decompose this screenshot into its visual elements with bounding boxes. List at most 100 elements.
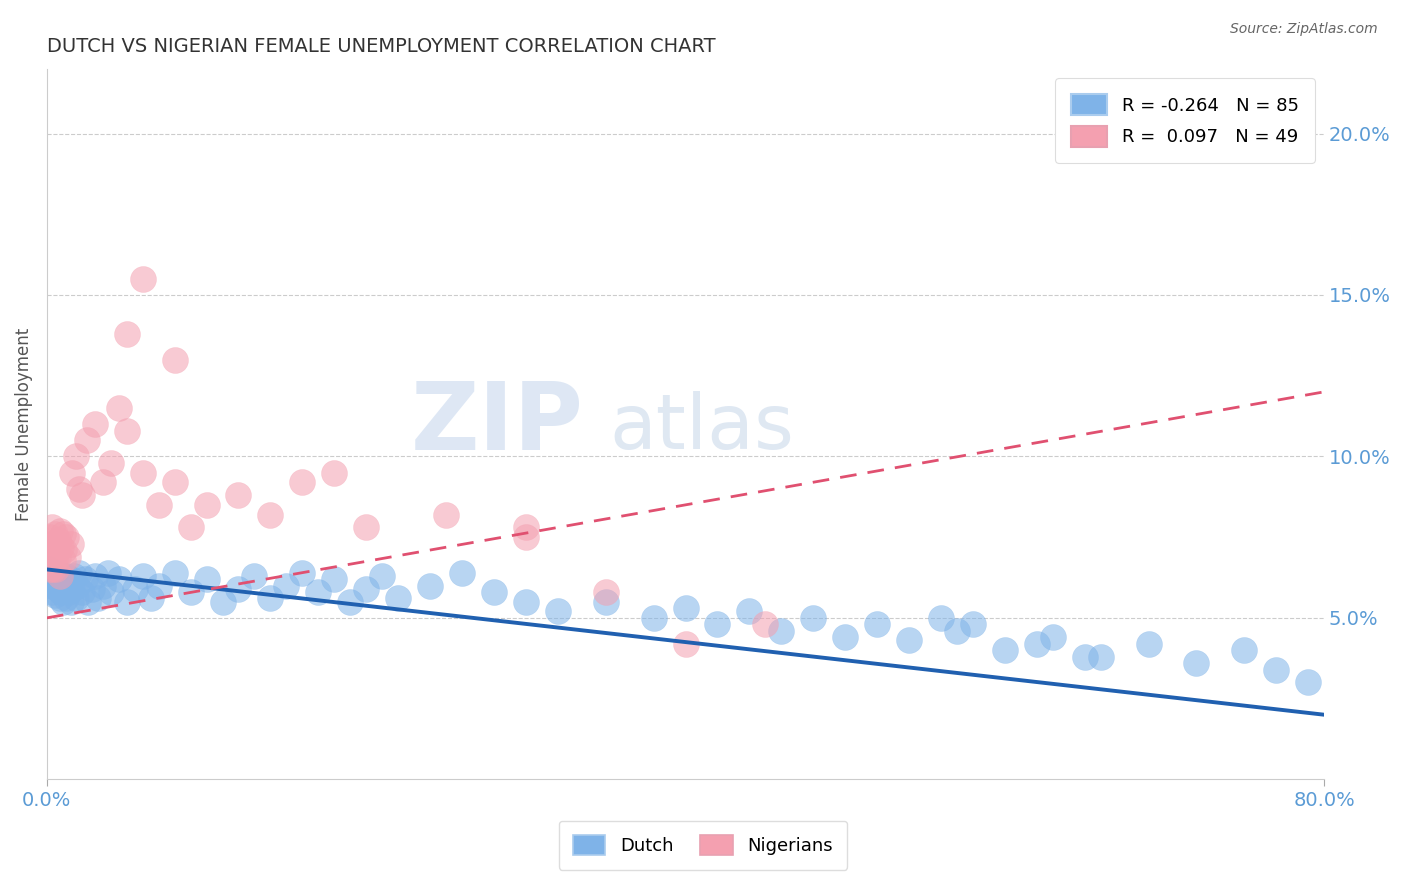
- Point: [53, 543, 76, 558]
- Point: [228, 582, 250, 596]
- Point: [515, 520, 537, 534]
- Point: [243, 569, 266, 583]
- Point: [55, 591, 77, 606]
- Point: [643, 611, 665, 625]
- Point: [51, 540, 73, 554]
- Legend: R = -0.264   N = 85, R =  0.097   N = 49: R = -0.264 N = 85, R = 0.097 N = 49: [1054, 78, 1315, 163]
- Point: [37, 562, 59, 576]
- Point: [83, 569, 105, 583]
- Text: ZIP: ZIP: [411, 378, 583, 470]
- Point: [323, 572, 346, 586]
- Point: [339, 595, 361, 609]
- Point: [53, 582, 76, 596]
- Point: [48, 524, 70, 538]
- Point: [131, 466, 153, 480]
- Point: [291, 566, 314, 580]
- Point: [1025, 637, 1047, 651]
- Point: [834, 630, 856, 644]
- Point: [52, 572, 75, 586]
- Point: [45, 562, 67, 576]
- Point: [59, 595, 82, 609]
- Point: [387, 591, 409, 606]
- Point: [595, 595, 617, 609]
- Point: [56, 549, 79, 564]
- Point: [547, 604, 569, 618]
- Point: [107, 572, 129, 586]
- Point: [675, 637, 697, 651]
- Point: [354, 520, 377, 534]
- Point: [83, 417, 105, 431]
- Point: [44, 527, 66, 541]
- Point: [52, 595, 75, 609]
- Point: [39, 562, 62, 576]
- Point: [87, 591, 110, 606]
- Point: [100, 456, 122, 470]
- Point: [77, 595, 100, 609]
- Point: [866, 617, 889, 632]
- Point: [276, 578, 298, 592]
- Point: [67, 566, 90, 580]
- Point: [70, 585, 93, 599]
- Point: [65, 591, 87, 606]
- Point: [55, 569, 77, 583]
- Point: [675, 601, 697, 615]
- Point: [76, 434, 98, 448]
- Point: [451, 566, 474, 580]
- Point: [63, 569, 86, 583]
- Point: [62, 582, 84, 596]
- Point: [962, 617, 984, 632]
- Point: [307, 585, 329, 599]
- Point: [58, 585, 80, 599]
- Point: [55, 530, 77, 544]
- Point: [51, 585, 73, 599]
- Point: [131, 569, 153, 583]
- Point: [41, 520, 63, 534]
- Point: [354, 582, 377, 596]
- Point: [46, 533, 69, 548]
- Point: [515, 595, 537, 609]
- Point: [96, 566, 118, 580]
- Point: [434, 508, 457, 522]
- Point: [180, 585, 202, 599]
- Point: [482, 585, 505, 599]
- Point: [100, 585, 122, 599]
- Point: [148, 498, 170, 512]
- Point: [45, 575, 67, 590]
- Point: [62, 466, 84, 480]
- Point: [195, 498, 218, 512]
- Point: [91, 475, 114, 490]
- Point: [115, 424, 138, 438]
- Point: [46, 569, 69, 583]
- Point: [56, 578, 79, 592]
- Point: [41, 546, 63, 560]
- Point: [929, 611, 952, 625]
- Point: [67, 482, 90, 496]
- Point: [801, 611, 824, 625]
- Point: [66, 578, 89, 592]
- Point: [738, 604, 761, 618]
- Y-axis label: Female Unemployment: Female Unemployment: [15, 327, 32, 521]
- Point: [259, 591, 281, 606]
- Point: [52, 527, 75, 541]
- Point: [1185, 656, 1208, 670]
- Point: [994, 643, 1017, 657]
- Point: [595, 585, 617, 599]
- Point: [124, 582, 146, 596]
- Point: [42, 536, 65, 550]
- Point: [46, 549, 69, 564]
- Point: [211, 595, 233, 609]
- Point: [371, 569, 394, 583]
- Point: [42, 562, 65, 576]
- Point: [39, 530, 62, 544]
- Point: [44, 566, 66, 580]
- Point: [91, 578, 114, 592]
- Point: [52, 553, 75, 567]
- Point: [42, 572, 65, 586]
- Point: [1073, 649, 1095, 664]
- Point: [291, 475, 314, 490]
- Point: [323, 466, 346, 480]
- Point: [39, 569, 62, 583]
- Point: [46, 582, 69, 596]
- Point: [37, 540, 59, 554]
- Point: [1265, 663, 1288, 677]
